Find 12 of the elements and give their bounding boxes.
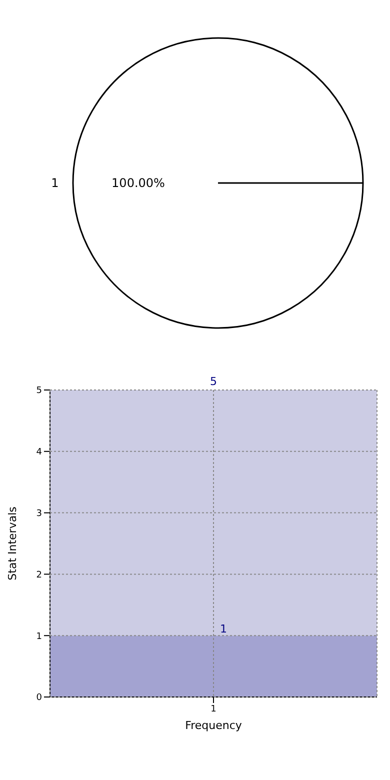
- y-axis-title: Stat Intervals: [6, 506, 19, 580]
- y-tick-label: 2: [36, 570, 42, 580]
- y-tick-label: 1: [36, 632, 42, 642]
- total-label: 5: [210, 375, 217, 388]
- data-label: 100.00%: [112, 176, 165, 190]
- data-label: 1: [220, 622, 227, 636]
- y-tick-label: 5: [36, 386, 42, 396]
- x-axis-title: Frequency: [185, 719, 242, 732]
- y-tick-label: 0: [36, 693, 42, 704]
- slice-label: 1: [51, 176, 59, 190]
- y-tick-label: 4: [36, 448, 42, 458]
- y-tick-label: 3: [36, 508, 42, 519]
